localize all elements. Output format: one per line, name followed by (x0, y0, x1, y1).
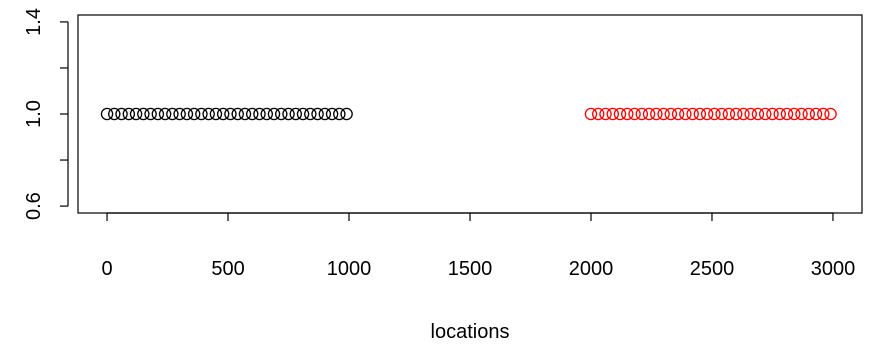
data-point (708, 107, 721, 121)
x-tick-label: 1000 (327, 258, 372, 280)
data-point (773, 107, 786, 121)
x-axis-label: locations (431, 321, 510, 343)
data-point (238, 107, 252, 121)
data-point (296, 107, 310, 121)
data-point (166, 107, 179, 121)
data-point (780, 107, 794, 121)
data-point (802, 107, 816, 121)
data-point (158, 107, 172, 121)
data-point (650, 107, 663, 121)
data-point (693, 107, 707, 121)
data-point (715, 107, 728, 121)
data-point (267, 107, 281, 121)
data-point (115, 107, 128, 121)
data-point (231, 107, 244, 121)
x-tick-label: 3000 (811, 258, 856, 280)
data-point (606, 107, 620, 121)
data-point (173, 107, 186, 121)
y-tick-label: 1.4 (23, 8, 45, 36)
data-point (817, 107, 830, 121)
data-point (202, 107, 215, 121)
data-point (253, 107, 266, 121)
x-tick-label: 0 (101, 258, 112, 280)
data-point (180, 107, 194, 121)
data-point (108, 107, 121, 121)
data-point (671, 107, 685, 121)
data-point (766, 107, 779, 121)
data-point (245, 107, 259, 121)
data-point (304, 107, 317, 121)
x-tick-label: 1500 (448, 258, 493, 280)
data-point (340, 107, 353, 121)
data-point (289, 107, 303, 121)
data-point (599, 107, 612, 121)
data-point (751, 107, 765, 121)
data-point (686, 107, 699, 121)
data-point (195, 107, 208, 121)
y-tick-label: 0.6 (23, 192, 45, 220)
data-point (679, 107, 692, 121)
data-point (122, 107, 136, 121)
data-point (584, 107, 598, 121)
x-tick-label: 2000 (569, 258, 614, 280)
data-point (100, 107, 114, 121)
data-point (729, 107, 743, 121)
data-point (591, 107, 605, 121)
data-point (275, 107, 288, 121)
y-tick-label: 1.0 (23, 100, 45, 128)
data-point (137, 107, 150, 121)
data-point (260, 107, 273, 121)
data-point (129, 107, 143, 121)
data-point (664, 107, 678, 121)
x-tick-label: 500 (211, 258, 244, 280)
x-axis: 0 500 1000 1500 2000 2500 3000 (101, 212, 856, 280)
data-point (282, 107, 295, 121)
data-point (621, 107, 634, 121)
y-axis: 0.6 1.0 1.4 (23, 8, 69, 220)
data-point (144, 107, 157, 121)
data-point (628, 107, 641, 121)
data-point (795, 107, 808, 121)
data-point (224, 107, 237, 121)
data-point (318, 107, 332, 121)
data-point (787, 107, 801, 121)
data-point (325, 107, 339, 121)
x-tick-label: 2500 (690, 258, 735, 280)
data-point (824, 107, 837, 121)
data-point (311, 107, 324, 121)
data-point (700, 107, 714, 121)
data-point (216, 107, 230, 121)
data-point (613, 107, 627, 121)
data-point (151, 107, 165, 121)
data-point (333, 107, 346, 121)
data-point (737, 107, 750, 121)
data-point (635, 107, 649, 121)
data-point (809, 107, 823, 121)
data-point (209, 107, 223, 121)
data-point (722, 107, 736, 121)
data-point (744, 107, 757, 121)
data-point (758, 107, 772, 121)
data-point (642, 107, 656, 121)
data-points (100, 107, 837, 121)
data-point (657, 107, 670, 121)
data-point (187, 107, 201, 121)
